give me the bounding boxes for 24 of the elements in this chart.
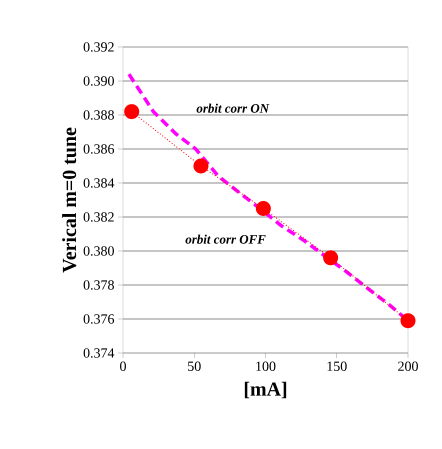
y-tick-label: 0.390 (84, 76, 114, 86)
x-tick-label: 50 (188, 362, 201, 371)
y-axis-title: Verical m=0 tune (62, 128, 76, 273)
y-tick-label: 0.380 (84, 246, 114, 256)
annotation: orbit corr ON (196, 104, 270, 113)
point (124, 104, 140, 120)
x-tick-label: 200 (398, 362, 418, 371)
x-tick-label: 100 (256, 362, 276, 371)
y-tick-label: 0.382 (84, 212, 114, 222)
y-tick-label: 0.376 (84, 314, 114, 324)
point (323, 250, 338, 266)
y-tick-label: 0.378 (84, 280, 114, 290)
x-tick-label: 0 (120, 362, 126, 371)
x-axis-title: [mA] (244, 382, 286, 398)
point (193, 158, 208, 174)
x-tick-label: 150 (328, 362, 347, 371)
point (256, 201, 271, 216)
y-tick-label: 0.392 (84, 42, 114, 52)
y-tick-label: 0.388 (84, 110, 114, 120)
point (400, 313, 416, 328)
y-tick-label: 0.374 (84, 348, 114, 358)
annotation: orbit corr OFF (186, 234, 266, 244)
y-tick-label: 0.386 (84, 144, 114, 154)
y-tick-label: 0.384 (84, 178, 114, 188)
